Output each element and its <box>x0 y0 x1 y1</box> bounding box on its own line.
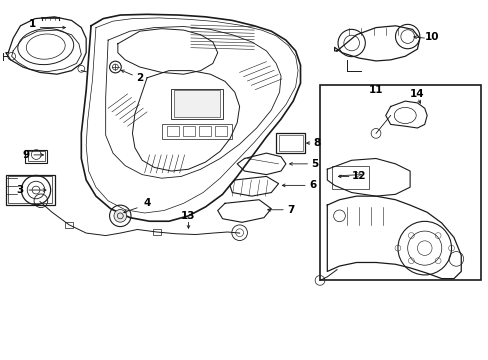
Text: 13: 13 <box>181 211 195 221</box>
Bar <box>331 166 368 189</box>
Text: 2: 2 <box>136 73 143 83</box>
Text: 7: 7 <box>286 205 294 215</box>
Bar <box>174 90 220 117</box>
Bar <box>28 151 45 161</box>
Text: 12: 12 <box>351 171 366 181</box>
Text: 8: 8 <box>312 138 320 148</box>
Text: 10: 10 <box>424 32 438 41</box>
Bar <box>171 89 222 119</box>
Text: 11: 11 <box>368 85 383 95</box>
Text: 1: 1 <box>29 19 36 29</box>
Bar <box>65 222 73 228</box>
Bar <box>214 126 226 136</box>
Text: 14: 14 <box>409 89 424 99</box>
Bar <box>276 134 305 153</box>
Bar <box>162 125 232 139</box>
Bar <box>319 85 480 280</box>
Text: 4: 4 <box>143 198 150 208</box>
Text: 9: 9 <box>22 150 30 160</box>
Text: 6: 6 <box>308 180 316 190</box>
Text: 5: 5 <box>311 159 318 169</box>
Bar <box>6 175 55 205</box>
Bar <box>166 126 179 136</box>
Bar <box>198 126 210 136</box>
Circle shape <box>114 210 126 222</box>
Bar <box>278 135 303 151</box>
Bar <box>8 176 52 203</box>
Bar <box>182 126 194 136</box>
Bar <box>153 229 161 235</box>
Bar <box>25 149 47 163</box>
Text: 3: 3 <box>16 185 23 195</box>
